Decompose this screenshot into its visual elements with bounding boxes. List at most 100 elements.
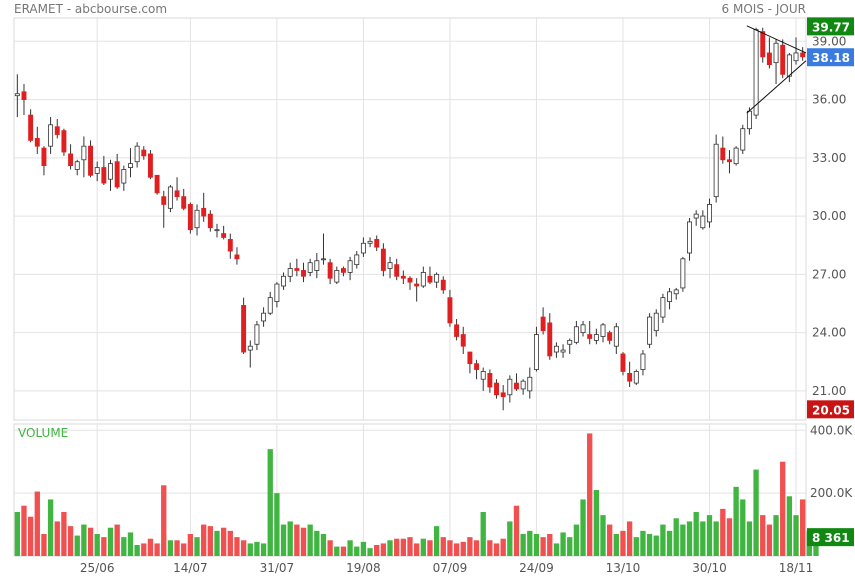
- volume-bar: [294, 524, 300, 556]
- volume-bar: [487, 540, 493, 556]
- volume-bar: [154, 543, 160, 556]
- volume-bar: [387, 540, 393, 556]
- candle-body-up: [746, 110, 752, 130]
- volume-bar: [240, 540, 247, 556]
- candle: [707, 198, 712, 228]
- volume-last-badge-bg: [807, 528, 854, 547]
- candle: [600, 322, 606, 343]
- candle-body-down: [780, 44, 786, 75]
- candle-body-down: [21, 91, 27, 100]
- candle: [587, 320, 593, 345]
- candle: [387, 256, 393, 279]
- volume-bar: [247, 543, 253, 556]
- candle: [34, 126, 40, 154]
- candle: [540, 307, 546, 335]
- candle-body-up: [707, 204, 712, 223]
- candle: [400, 270, 406, 285]
- candle-body-down: [374, 238, 380, 248]
- candle-body-up: [420, 272, 426, 287]
- candle: [307, 258, 313, 277]
- candle: [514, 373, 519, 391]
- volume-bar: [174, 540, 180, 556]
- candle-body-down: [494, 382, 499, 396]
- volume-bar: [194, 537, 200, 556]
- candle-body-up: [48, 124, 54, 147]
- candle-body-down: [61, 130, 67, 153]
- volume-bar: [354, 546, 360, 556]
- candle-body-down: [114, 161, 120, 188]
- candle-body-up: [713, 143, 719, 198]
- volume-tick-label: 200.0K: [810, 486, 853, 500]
- date-tick-label: 18/11: [779, 561, 814, 575]
- candle: [487, 369, 493, 393]
- price-tick-label: 27.00: [812, 267, 846, 281]
- candle-body-down: [447, 297, 453, 324]
- volume-bar: [793, 515, 799, 556]
- volume-bar: [101, 537, 107, 556]
- candle: [467, 351, 473, 374]
- candle: [147, 150, 153, 180]
- volume-bar: [640, 530, 646, 556]
- candle-body-up: [314, 260, 320, 271]
- candle-body-down: [201, 207, 207, 217]
- candle-body-down: [380, 248, 386, 271]
- candle-body-down: [407, 277, 413, 283]
- candle: [380, 243, 386, 277]
- volume-bar: [753, 469, 759, 556]
- candle-body-up: [81, 145, 87, 161]
- resistance-trendline: [746, 25, 807, 54]
- candle-body-up: [121, 169, 127, 184]
- volume-bar: [234, 537, 240, 556]
- candle: [593, 328, 599, 345]
- candle-body-down: [454, 324, 460, 337]
- volume-bar: [374, 545, 380, 556]
- volume-bar: [147, 538, 154, 556]
- candle-body-up: [773, 42, 779, 64]
- candle-body-up: [660, 297, 666, 318]
- volume-bar: [400, 538, 407, 556]
- price-tick-label: 36.00: [812, 93, 846, 107]
- candle-body-down: [414, 283, 420, 287]
- volume-bar: [527, 530, 533, 556]
- volume-bar: [207, 526, 213, 556]
- candle-body-down: [301, 270, 306, 277]
- candle: [407, 276, 413, 290]
- candle-body-up: [347, 260, 353, 273]
- candle: [14, 74, 20, 118]
- volume-bar: [813, 537, 819, 556]
- candle: [680, 256, 686, 292]
- candle-body-up: [214, 229, 220, 232]
- candle: [454, 319, 460, 341]
- price-tick-label: 33.00: [812, 151, 846, 165]
- candle-body-up: [786, 54, 792, 77]
- volume-bar: [553, 543, 560, 556]
- volume-axis-ticks: 200.0K 400.0K: [810, 423, 853, 500]
- candle-body-up: [567, 339, 573, 345]
- candle-body-up: [533, 334, 539, 370]
- candle-body-down: [500, 392, 506, 398]
- volume-bar: [713, 521, 719, 556]
- volume-bar: [320, 534, 327, 556]
- candle: [340, 266, 346, 277]
- candle: [347, 256, 353, 281]
- candle: [560, 344, 566, 358]
- volume-bar: [733, 486, 739, 556]
- volume-bar: [367, 548, 373, 556]
- candle-body-up: [527, 376, 533, 392]
- price-tick-label: 24.00: [812, 326, 846, 340]
- candle-body-up: [613, 326, 619, 347]
- volume-bar: [141, 543, 147, 556]
- candle: [687, 218, 692, 261]
- candle: [101, 155, 107, 186]
- candle: [221, 225, 227, 240]
- candle-body-up: [600, 324, 606, 337]
- volume-bar: [134, 545, 140, 556]
- candle: [533, 326, 539, 372]
- volume-bar: [680, 524, 686, 556]
- volume-bar: [600, 515, 606, 556]
- candle-body-up: [94, 167, 100, 174]
- volume-bar: [740, 499, 746, 556]
- candle-body-up: [334, 270, 340, 283]
- candle: [54, 118, 60, 139]
- volume-bar: [47, 499, 54, 556]
